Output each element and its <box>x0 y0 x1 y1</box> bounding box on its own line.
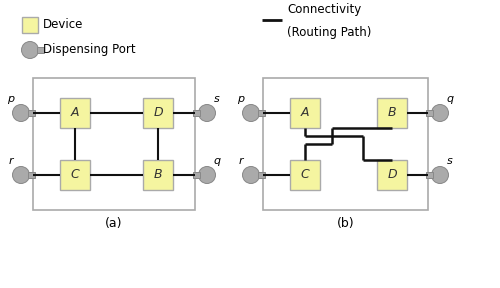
Text: B: B <box>154 168 162 181</box>
Text: r: r <box>8 156 14 166</box>
Text: q: q <box>446 94 454 104</box>
Bar <box>377 98 407 128</box>
Bar <box>377 160 407 190</box>
Bar <box>28 110 35 116</box>
Text: q: q <box>214 156 220 166</box>
Bar <box>290 98 320 128</box>
Bar <box>193 110 200 116</box>
Circle shape <box>198 105 216 122</box>
Bar <box>28 172 35 178</box>
Circle shape <box>432 166 448 183</box>
Circle shape <box>198 166 216 183</box>
Bar <box>263 78 428 210</box>
Circle shape <box>242 166 260 183</box>
Text: (Routing Path): (Routing Path) <box>287 26 372 39</box>
Text: p: p <box>238 94 244 104</box>
Text: A: A <box>71 107 79 120</box>
Circle shape <box>22 41 38 58</box>
Bar <box>37 47 44 53</box>
Bar <box>143 160 173 190</box>
Text: C: C <box>70 168 80 181</box>
Bar <box>258 110 265 116</box>
Text: B: B <box>388 107 396 120</box>
Bar <box>60 98 90 128</box>
Bar <box>258 172 265 178</box>
Circle shape <box>12 166 29 183</box>
Text: Device: Device <box>43 18 84 31</box>
Text: D: D <box>387 168 397 181</box>
Circle shape <box>12 105 29 122</box>
Text: p: p <box>8 94 14 104</box>
Text: Connectivity: Connectivity <box>287 3 361 16</box>
Text: s: s <box>447 156 453 166</box>
Text: C: C <box>300 168 310 181</box>
Bar <box>290 160 320 190</box>
Bar <box>22 17 38 33</box>
Circle shape <box>242 105 260 122</box>
Bar <box>193 172 200 178</box>
Text: (a): (a) <box>105 217 123 230</box>
Text: A: A <box>301 107 309 120</box>
Bar <box>60 160 90 190</box>
Text: (b): (b) <box>336 217 354 230</box>
Text: s: s <box>214 94 220 104</box>
Bar <box>143 98 173 128</box>
Text: Dispensing Port: Dispensing Port <box>43 43 136 56</box>
Circle shape <box>432 105 448 122</box>
Bar <box>426 110 433 116</box>
Text: D: D <box>153 107 163 120</box>
Bar <box>426 172 433 178</box>
Bar <box>33 78 195 210</box>
Text: r: r <box>238 156 244 166</box>
